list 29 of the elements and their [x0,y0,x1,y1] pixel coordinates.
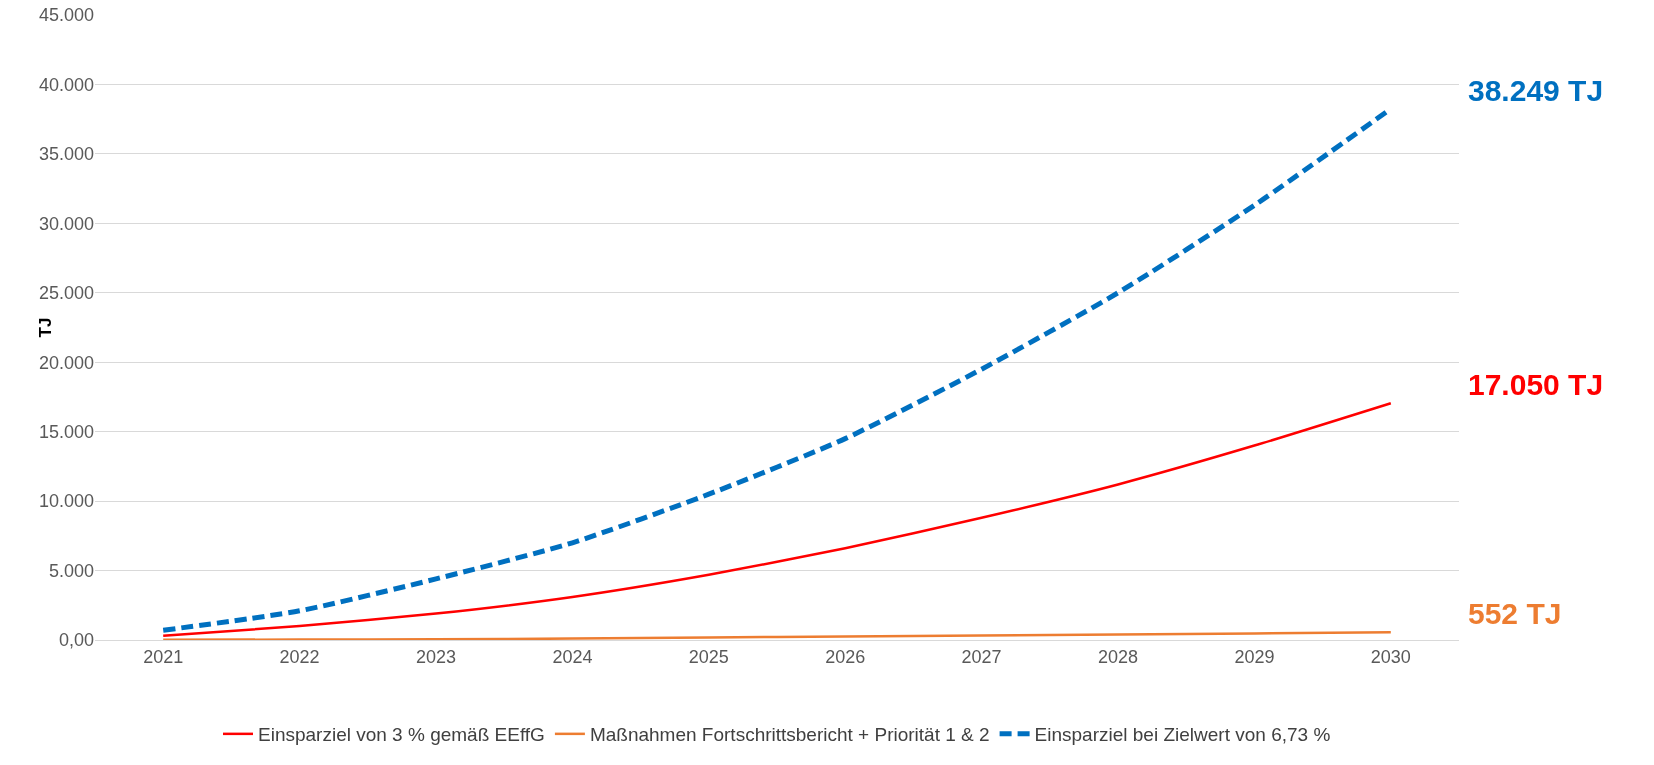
y-tick-label: 10.000 [38,491,94,512]
x-tick-label: 2026 [825,646,866,667]
y-tick-label: 20.000 [38,352,94,373]
x-tick-label: 2025 [688,646,729,667]
x-tick-label: 2030 [1370,646,1411,667]
annotation: 17.050 TJ [1468,368,1604,401]
y-tick-label: 45.000 [38,5,94,26]
x-tick-label: 2028 [1097,646,1139,667]
x-tick-label: 2027 [961,646,1002,667]
x-tick-label: 2024 [552,646,593,667]
y-tick-label: 25.000 [38,283,94,304]
y-tick-label: 30.000 [38,213,94,234]
y-tick-label: 40.000 [38,74,94,95]
y-tick-label: 35.000 [38,144,94,165]
x-tick-label: 2022 [279,646,320,667]
line-series [161,401,1393,638]
legend-label: Maßnahmen Fortschrittsbericht + Priorität 1 & 2 [589,724,990,746]
y-axis-title: TJ [36,317,55,338]
y-tick-label: 0,00 [58,630,94,651]
annotation: 552 TJ [1468,597,1562,630]
legend-label: Einsparziel von 3 % gemäß EEffG [258,724,545,746]
x-tick-label: 2023 [415,646,457,667]
y-tick-label: 5.000 [48,560,94,581]
x-tick-label: 2021 [143,646,184,667]
line-series [161,631,1393,640]
x-tick-label: 2029 [1234,646,1275,667]
y-tick-label: 15.000 [38,421,94,442]
annotation: 38.249 TJ [1468,74,1604,107]
legend-label: Einsparziel bei Zielwert von 6,73 % [1034,724,1331,746]
